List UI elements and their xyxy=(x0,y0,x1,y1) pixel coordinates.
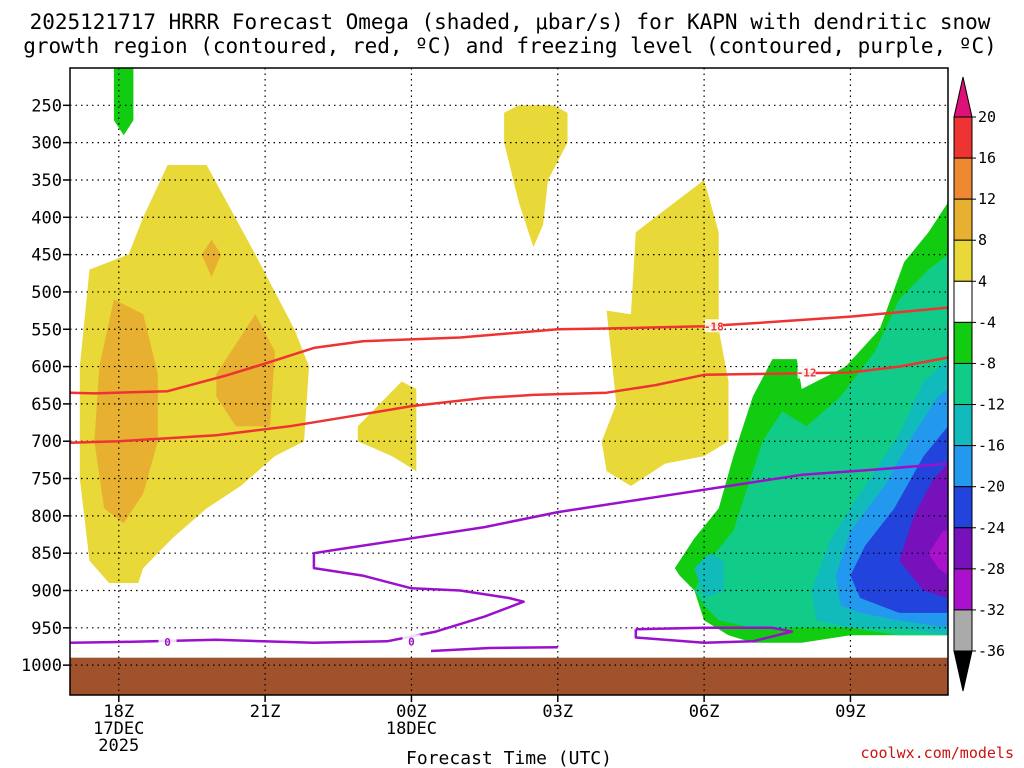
colorbar-label--4: -4 xyxy=(978,313,996,331)
chart-title-line2: growth region (contoured, red, ºC) and f… xyxy=(23,34,997,58)
x-tick-label-18Z-2: 17DEC xyxy=(93,719,144,739)
y-tick-label-400: 400 xyxy=(31,208,62,228)
y-tick-label-550: 550 xyxy=(31,320,62,340)
y-tick-label-750: 750 xyxy=(31,470,62,490)
y-tick-label-600: 600 xyxy=(31,358,62,378)
contour-label-bg-dgz-minus-18 xyxy=(704,319,723,333)
y-tick-label-950: 950 xyxy=(31,619,62,639)
colorbar-label--8: -8 xyxy=(978,354,996,372)
contour-freezing-level-lower xyxy=(430,645,558,653)
contour-freezing-level-loop xyxy=(634,626,794,645)
x-tick-label-03Z-1: 03Z xyxy=(542,702,573,722)
colorbar-label--16: -16 xyxy=(978,437,1005,455)
colorbar-label-12: 12 xyxy=(978,190,996,208)
plot-area: -18 -12 0 0 xyxy=(69,67,949,696)
colorbar: 20 16 12 8 4 -4 -8 -12 -16 -20 -24 -28 -32 -36 xyxy=(953,76,1005,692)
contour-label-bg-dgz-minus-12 xyxy=(797,365,816,379)
colorbar-top-arrow xyxy=(953,76,973,118)
contour-label-freezing-level-lower: 0 xyxy=(164,636,171,649)
x-tick-label-09Z-1: 09Z xyxy=(835,702,866,722)
ground-surface xyxy=(70,657,948,695)
y-tick-label-650: 650 xyxy=(31,395,62,415)
colorbar-label-20: 20 xyxy=(978,108,996,126)
contour-dgz-minus-12 xyxy=(70,356,948,444)
colorbar-label--20: -20 xyxy=(978,478,1005,496)
colorbar-label--12: -12 xyxy=(978,396,1005,414)
colorbar-label-16: 16 xyxy=(978,149,996,167)
y-tick-label-250: 250 xyxy=(31,96,62,116)
y-axis: 250 300 350 400 450 500 550 600 650 700 750 800 850 9… xyxy=(21,96,70,676)
colorbar-bin-9 xyxy=(953,486,973,529)
y-tick-label-1000: 1000 xyxy=(21,656,62,676)
omega-region-5 xyxy=(357,381,417,472)
x-tick-label-00Z-2: 18DEC xyxy=(386,719,437,739)
x-tick-label-18Z-1: 18Z xyxy=(103,702,134,722)
omega-region-15 xyxy=(928,530,948,576)
x-tick-label-06Z-1: 06Z xyxy=(689,702,720,722)
chart-title-line1: 2025121717 HRRR Forecast Omega (shaded, … xyxy=(30,10,991,34)
y-tick-label-800: 800 xyxy=(31,507,62,527)
colorbar-label--36: -36 xyxy=(978,642,1005,660)
plot-frame xyxy=(69,67,949,696)
contour-label-bg-freezing-level-lower-zero xyxy=(402,634,421,648)
colorbar-bin-3 xyxy=(953,239,973,282)
colorbar-label-4: 4 xyxy=(978,272,987,290)
contour-dgz-minus-18 xyxy=(70,306,948,395)
colorbar-bin-2 xyxy=(953,198,973,241)
omega-region-6 xyxy=(504,105,568,248)
contours: -18 -12 0 0 xyxy=(70,306,948,653)
credit-text: coolwx.com/models xyxy=(860,744,1014,762)
colorbar-bin-8 xyxy=(953,445,973,488)
x-tick-label-00Z-1: 00Z xyxy=(396,702,427,722)
contour-label-bg-freezing-level-lower xyxy=(158,635,177,649)
contour-label-freezing-level-lower-zero: 0 xyxy=(408,635,415,648)
y-tick-label-850: 850 xyxy=(31,544,62,564)
omega-region-3 xyxy=(201,239,222,277)
y-tick-label-350: 350 xyxy=(31,171,62,191)
omega-region-2 xyxy=(94,299,158,524)
colorbar-bin-12 xyxy=(953,609,973,652)
contour-label-dgz-minus-18: -18 xyxy=(704,320,724,333)
x-tick-label-21Z-1: 21Z xyxy=(250,702,281,722)
colorbar-bin-10 xyxy=(953,527,973,570)
y-tick-label-500: 500 xyxy=(31,283,62,303)
colorbar-bin-6 xyxy=(953,362,973,406)
contour-label-dgz-minus-12: -12 xyxy=(797,367,817,380)
colorbar-label-8: 8 xyxy=(978,231,987,249)
omega-shading xyxy=(79,68,948,643)
colorbar-bin-4 xyxy=(953,280,973,323)
colorbar-label--32: -32 xyxy=(978,601,1005,619)
omega-region-7 xyxy=(601,180,729,486)
y-tick-label-450: 450 xyxy=(31,246,62,266)
y-tick-label-900: 900 xyxy=(31,582,62,602)
colorbar-bin-11 xyxy=(953,568,973,611)
y-tick-label-300: 300 xyxy=(31,134,62,154)
colorbar-bottom-arrow xyxy=(953,650,973,692)
omega-region-0 xyxy=(113,68,134,136)
colorbar-bin-7 xyxy=(953,404,973,447)
colorbar-bin-1 xyxy=(953,157,973,200)
x-axis-label: Forecast Time (UTC) xyxy=(406,748,612,768)
colorbar-bin-5 xyxy=(953,321,973,364)
colorbar-label--24: -24 xyxy=(978,519,1005,537)
y-tick-label-700: 700 xyxy=(31,432,62,452)
contour-freezing-level-upper xyxy=(70,462,948,645)
x-tick-label-18Z-3: 2025 xyxy=(98,736,139,756)
colorbar-label--28: -28 xyxy=(978,560,1005,578)
omega-region-11 xyxy=(694,553,724,598)
colorbar-bin-0 xyxy=(953,116,973,159)
